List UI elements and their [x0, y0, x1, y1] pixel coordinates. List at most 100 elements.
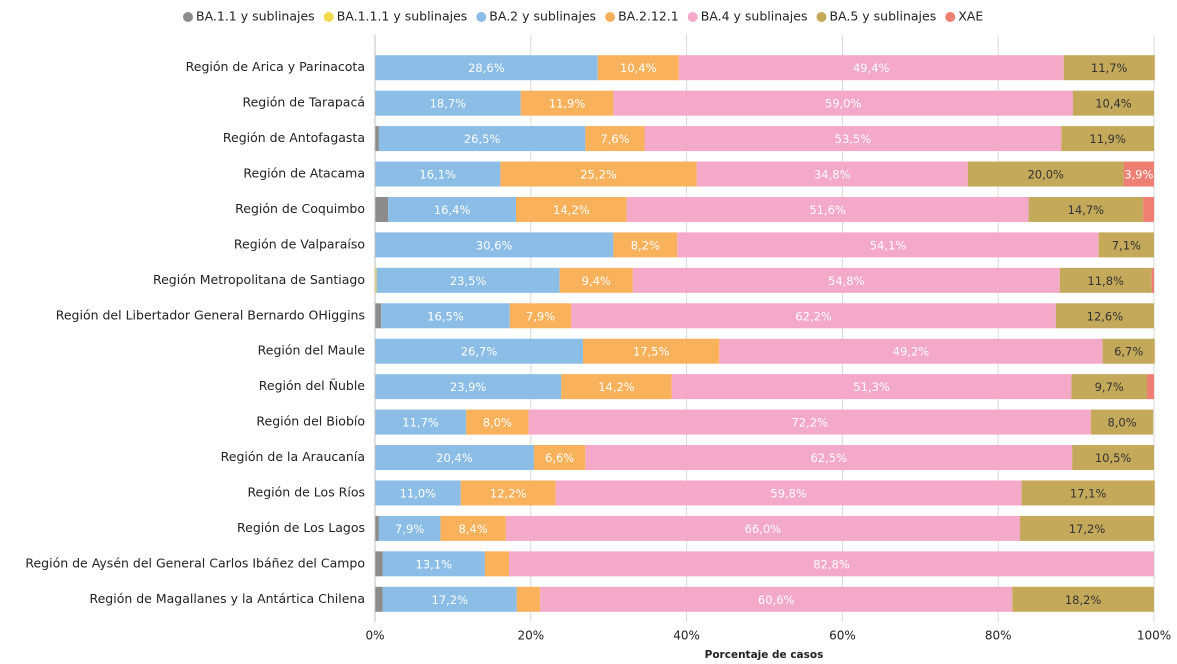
bar-segment	[613, 90, 1073, 116]
y-tick-label: Región del Maule	[258, 343, 366, 358]
y-tick-label: Región de Atacama	[243, 166, 365, 181]
data-label: 11,9%	[549, 97, 586, 111]
data-label: 7,9%	[526, 309, 555, 323]
bar-segment	[375, 374, 562, 400]
bar-segment	[375, 55, 598, 81]
legend-label: BA.5 y sublinajes	[829, 9, 936, 24]
data-label: 14,2%	[598, 380, 635, 394]
bar-segment	[382, 551, 485, 577]
bar-segment	[585, 126, 645, 152]
data-label: 7,1%	[1112, 238, 1141, 252]
bar-segment	[1072, 445, 1154, 471]
data-label: 20,4%	[436, 451, 473, 465]
y-tick-label: Región de Tarapacá	[242, 95, 365, 110]
y-tick-label: Región de la Araucanía	[221, 449, 365, 464]
bar-segment	[382, 586, 517, 612]
legend-marker	[605, 12, 616, 22]
bar-segment	[632, 267, 1060, 293]
bar-segment	[561, 374, 672, 400]
bar-segment	[1098, 232, 1154, 258]
legend-marker	[687, 12, 698, 22]
bar-segment	[484, 551, 509, 577]
bar-segment	[1151, 267, 1154, 293]
bar-segment	[1055, 303, 1154, 329]
y-tick-label: Región del Ñuble	[259, 378, 366, 393]
y-tick-label: Región de Los Lagos	[237, 520, 365, 535]
data-label: 62,5%	[810, 451, 847, 465]
legend-label: BA.1.1 y sublinajes	[196, 9, 315, 24]
bar-segment	[1123, 161, 1154, 187]
y-tick-label: Región de Arica y Parinacota	[186, 59, 365, 74]
bar-segment	[582, 338, 720, 364]
legend-label: BA.2 y sublinajes	[489, 9, 596, 24]
bar-segment	[505, 515, 1021, 541]
bar-segment	[375, 480, 461, 506]
data-label: 8,4%	[459, 522, 488, 536]
bar-segment	[1143, 196, 1154, 222]
bar-segment	[375, 90, 521, 116]
data-label: 54,8%	[828, 274, 865, 288]
data-label: 11,8%	[1087, 274, 1124, 288]
bar-segment	[1021, 480, 1155, 506]
bar-segment	[516, 586, 541, 612]
bar-segment	[626, 196, 1029, 222]
bar-segment	[1090, 409, 1154, 435]
data-label: 10,5%	[1095, 451, 1132, 465]
bar-segment	[375, 586, 383, 612]
data-label: 17,1%	[1070, 486, 1107, 500]
data-label: 9,4%	[582, 274, 611, 288]
data-label: 23,9%	[450, 380, 487, 394]
data-label: 16,5%	[427, 309, 464, 323]
y-tick-label: Región de Valparaíso	[234, 236, 365, 251]
y-tick-label: Región del Libertador General Bernardo O…	[56, 307, 365, 322]
bar-segment	[375, 338, 583, 364]
y-tick-label: Región de Aysén del General Carlos Ibáñe…	[25, 555, 365, 570]
x-axis-title: Porcentaje de casos	[705, 649, 824, 661]
bar-segment	[388, 196, 516, 222]
data-label: 11,9%	[1089, 132, 1126, 146]
legend-marker	[476, 12, 487, 22]
data-label: 11,0%	[400, 486, 437, 500]
legend-marker	[183, 12, 193, 22]
x-tick-label: 40%	[673, 629, 700, 643]
bar-segment	[555, 480, 1022, 506]
data-label: 82,8%	[813, 557, 850, 571]
data-label: 49,2%	[893, 345, 930, 359]
data-label: 54,1%	[870, 238, 907, 252]
data-label: 8,0%	[483, 416, 512, 430]
y-tick-label: Región Metropolitana de Santiago	[153, 272, 365, 287]
bar-segment	[678, 55, 1064, 81]
data-label: 51,3%	[853, 380, 890, 394]
data-label: 17,5%	[633, 345, 670, 359]
data-label: 3,9%	[1124, 168, 1153, 182]
data-label: 6,6%	[545, 451, 574, 465]
bar-segment	[533, 445, 586, 471]
data-label: 11,7%	[1091, 61, 1128, 75]
data-label: 14,2%	[553, 203, 590, 217]
bar-segment	[460, 480, 556, 506]
legend-label: BA.2.12.1	[618, 9, 679, 24]
bar-segment	[528, 409, 1091, 435]
data-label: 53,5%	[835, 132, 872, 146]
bar-segment	[540, 586, 1013, 612]
bar-segment	[375, 303, 382, 329]
legend-marker	[816, 12, 827, 22]
bar-segment	[375, 267, 377, 293]
bar-segment	[1071, 374, 1147, 400]
legend-label: BA.4 y sublinajes	[701, 9, 808, 24]
bar-segment	[1061, 126, 1154, 152]
data-label: 8,2%	[631, 238, 660, 252]
bar-segment	[375, 445, 534, 471]
data-label: 12,2%	[490, 486, 527, 500]
data-label: 7,9%	[395, 522, 424, 536]
legend: BA.1.1 y sublinajes BA.1.1.1 y sublinajes…	[183, 9, 983, 24]
bar-segment	[559, 267, 633, 293]
bar-segment	[1102, 338, 1155, 364]
data-label: 49,4%	[853, 61, 890, 75]
bar-segment	[1059, 267, 1152, 293]
bar-segment	[671, 374, 1072, 400]
bar-segment	[1020, 515, 1154, 541]
bar-segment	[719, 338, 1103, 364]
bar-segment	[613, 232, 678, 258]
data-label: 30,6%	[476, 238, 513, 252]
